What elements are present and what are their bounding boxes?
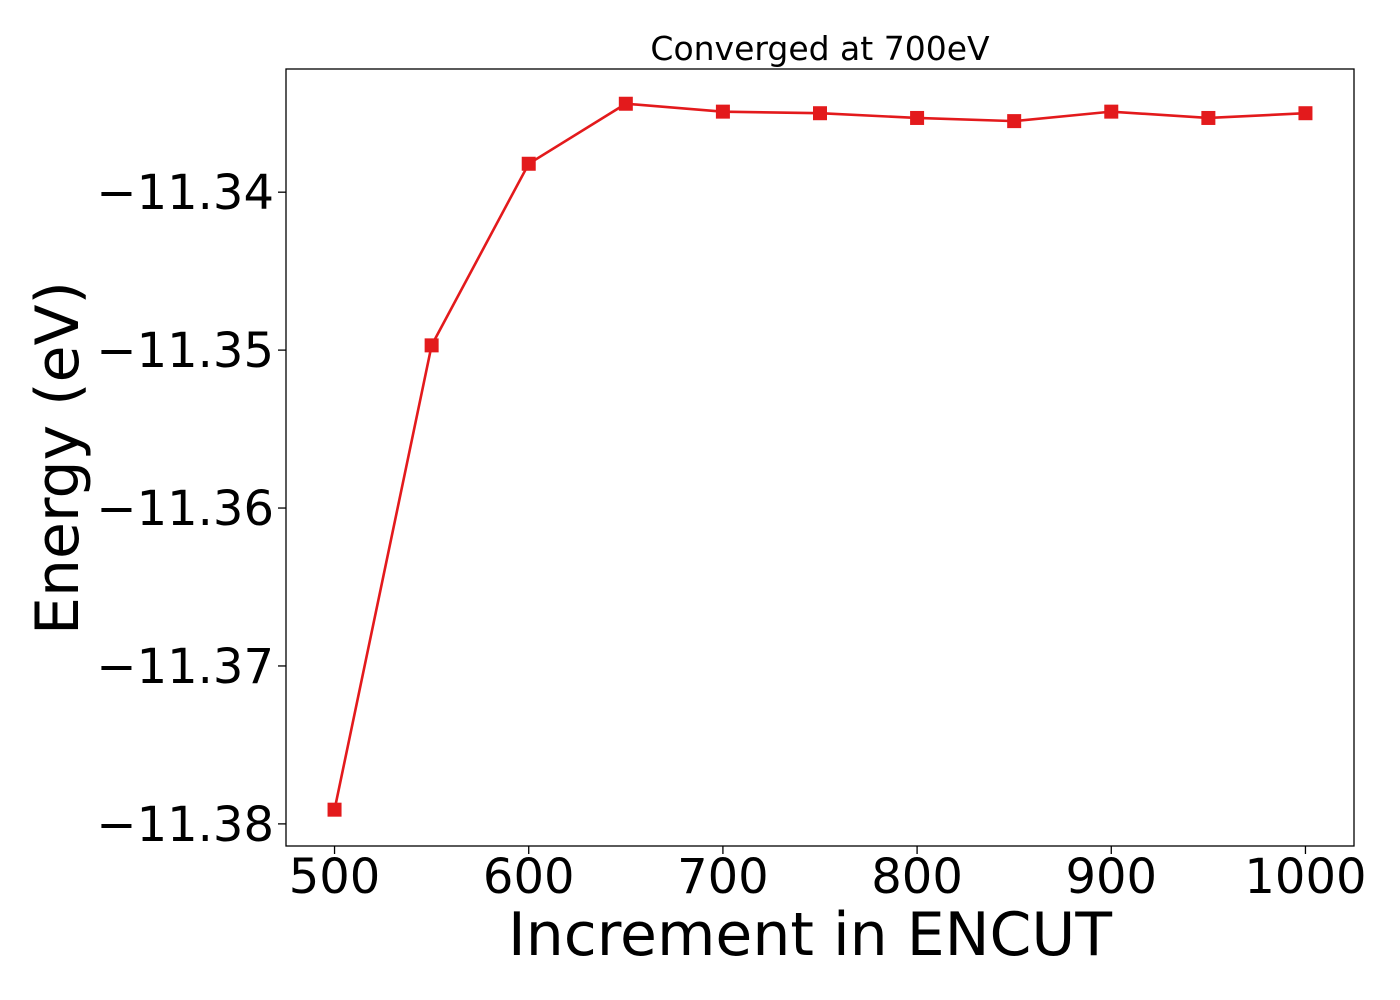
x-tick-label: 900	[1065, 849, 1157, 905]
x-tick-label: 1000	[1244, 849, 1366, 905]
plot-frame	[285, 68, 1355, 847]
x-tick-label: 800	[871, 849, 963, 905]
data-point-marker	[521, 156, 536, 171]
data-point-marker	[1007, 114, 1022, 129]
chart-title: Converged at 700eV	[650, 29, 990, 68]
x-axis-label: Increment in ENCUT	[508, 900, 1112, 970]
data-point-marker	[1104, 104, 1119, 119]
data-point-marker	[618, 96, 633, 111]
x-tick-label: 700	[677, 849, 769, 905]
y-axis-label: Energy (eV)	[23, 281, 93, 635]
y-tick-label: −11.38	[96, 797, 274, 853]
data-point-marker	[715, 104, 730, 119]
x-tick-label: 600	[483, 849, 575, 905]
series-line	[333, 102, 1306, 810]
x-tick-label: 500	[289, 849, 381, 905]
plot-area: 500 600 700 800 900 1000 −11.34 −11.35 −11.36 −11…	[96, 68, 1367, 905]
data-point-marker	[910, 110, 925, 125]
data-point-marker	[424, 338, 439, 353]
data-point-marker	[813, 106, 827, 121]
y-tick-label: −11.34	[96, 165, 274, 221]
y-tick-label: −11.36	[96, 481, 274, 537]
data-point-marker	[327, 802, 342, 817]
data-point-marker	[1201, 110, 1216, 125]
y-tick-label: −11.37	[96, 639, 274, 695]
data-point-marker	[1298, 106, 1313, 121]
y-tick-label: −11.35	[96, 323, 274, 379]
